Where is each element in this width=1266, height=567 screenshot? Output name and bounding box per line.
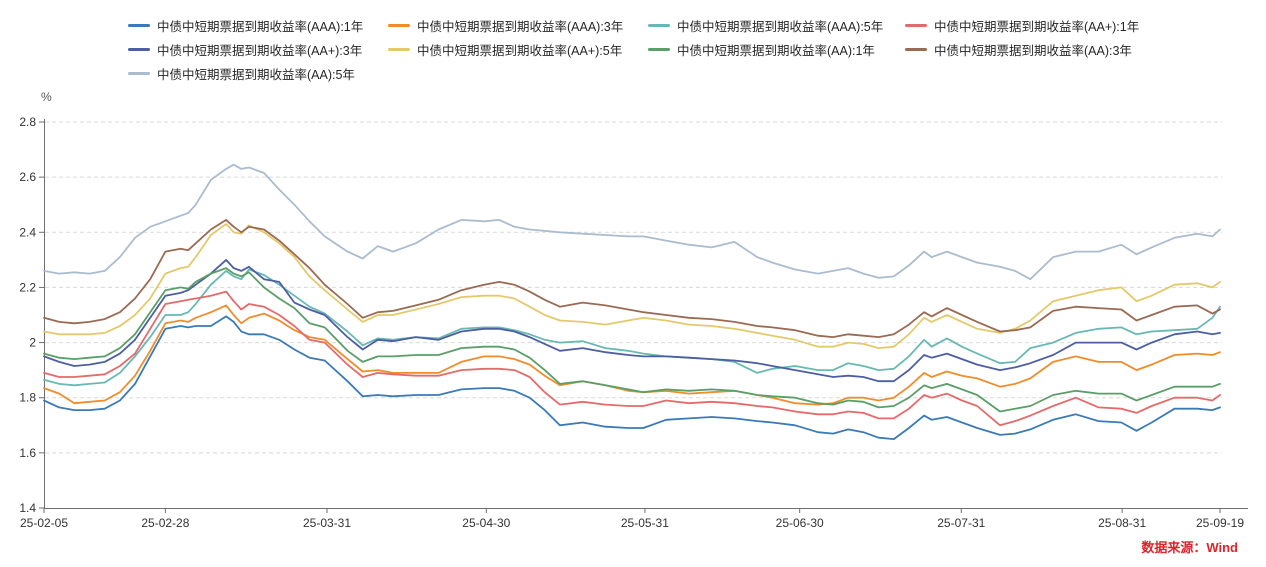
legend-label: 中债中短期票据到期收益率(AAA):3年 [417, 20, 624, 34]
y-tick-label: 2.2 [19, 280, 36, 294]
legend-label: 中债中短期票据到期收益率(AAA):1年 [157, 20, 364, 34]
x-tick-label: 25-06-30 [776, 516, 824, 530]
series-line-8 [43, 163, 1221, 281]
x-tick-label: 25-05-31 [621, 516, 669, 530]
y-tick-label: 2.8 [19, 115, 36, 129]
legend-swatch [388, 24, 410, 27]
legend-swatch [128, 48, 150, 51]
x-tick-label: 25-08-31 [1098, 516, 1146, 530]
legend-swatch [648, 24, 670, 27]
legend-swatch [905, 48, 927, 51]
y-tick-label: 2.4 [19, 225, 36, 239]
series-line-0 [43, 315, 1221, 441]
legend-item-0[interactable]: 中债中短期票据到期收益率(AAA):1年 [128, 15, 388, 36]
legend-item-1[interactable]: 中债中短期票据到期收益率(AAA):3年 [388, 15, 648, 36]
series-line-3 [43, 290, 1221, 427]
legend-swatch [905, 24, 927, 27]
y-tick-label: 2 [29, 336, 36, 350]
series-line-6 [43, 267, 1221, 413]
legend-label: 中债中短期票据到期收益率(AA):1年 [677, 44, 875, 58]
legend-item-5[interactable]: 中债中短期票据到期收益率(AA+):5年 [388, 39, 648, 60]
legend-swatch [128, 72, 150, 75]
legend-item-4[interactable]: 中债中短期票据到期收益率(AA+):3年 [128, 39, 388, 60]
x-tick-label: 25-09-19 [1196, 516, 1244, 530]
legend: 中债中短期票据到期收益率(AAA):1年 中债中短期票据到期收益率(AAA):3年… [128, 15, 1165, 84]
legend-item-2[interactable]: 中债中短期票据到期收益率(AAA):5年 [648, 15, 905, 36]
x-tick-label: 25-03-31 [303, 516, 351, 530]
legend-item-3[interactable]: 中债中短期票据到期收益率(AA+):1年 [905, 15, 1165, 36]
series-line-2 [43, 268, 1221, 387]
y-tick-label: 1.6 [19, 446, 36, 460]
series-line-7 [43, 218, 1221, 339]
x-tick-label: 25-02-28 [141, 516, 189, 530]
legend-label: 中债中短期票据到期收益率(AA+):1年 [934, 20, 1140, 34]
series-line-5 [43, 223, 1221, 350]
legend-item-8[interactable]: 中债中短期票据到期收益率(AA):5年 [128, 63, 388, 84]
legend-label: 中债中短期票据到期收益率(AA):3年 [934, 44, 1132, 58]
legend-item-6[interactable]: 中债中短期票据到期收益率(AA):1年 [648, 39, 905, 60]
y-tick-label: 1.8 [19, 391, 36, 405]
legend-swatch [648, 48, 670, 51]
legend-swatch [128, 24, 150, 27]
x-tick-label: 25-07-31 [937, 516, 985, 530]
legend-label: 中债中短期票据到期收益率(AAA):5年 [677, 20, 884, 34]
y-tick-label: 2.6 [19, 170, 36, 184]
legend-label: 中债中短期票据到期收益率(AA):5年 [157, 68, 355, 82]
legend-swatch [388, 48, 410, 51]
legend-label: 中债中短期票据到期收益率(AA+):3年 [157, 44, 363, 58]
y-axis-unit-label: % [41, 90, 52, 104]
data-source-note: 数据来源：Wind [1141, 540, 1238, 555]
x-tick-label: 25-02-05 [20, 516, 68, 530]
x-tick-label: 25-04-30 [462, 516, 510, 530]
y-tick-label: 1.4 [19, 501, 36, 515]
legend-item-7[interactable]: 中债中短期票据到期收益率(AA):3年 [905, 39, 1165, 60]
legend-label: 中债中短期票据到期收益率(AA+):5年 [417, 44, 623, 58]
